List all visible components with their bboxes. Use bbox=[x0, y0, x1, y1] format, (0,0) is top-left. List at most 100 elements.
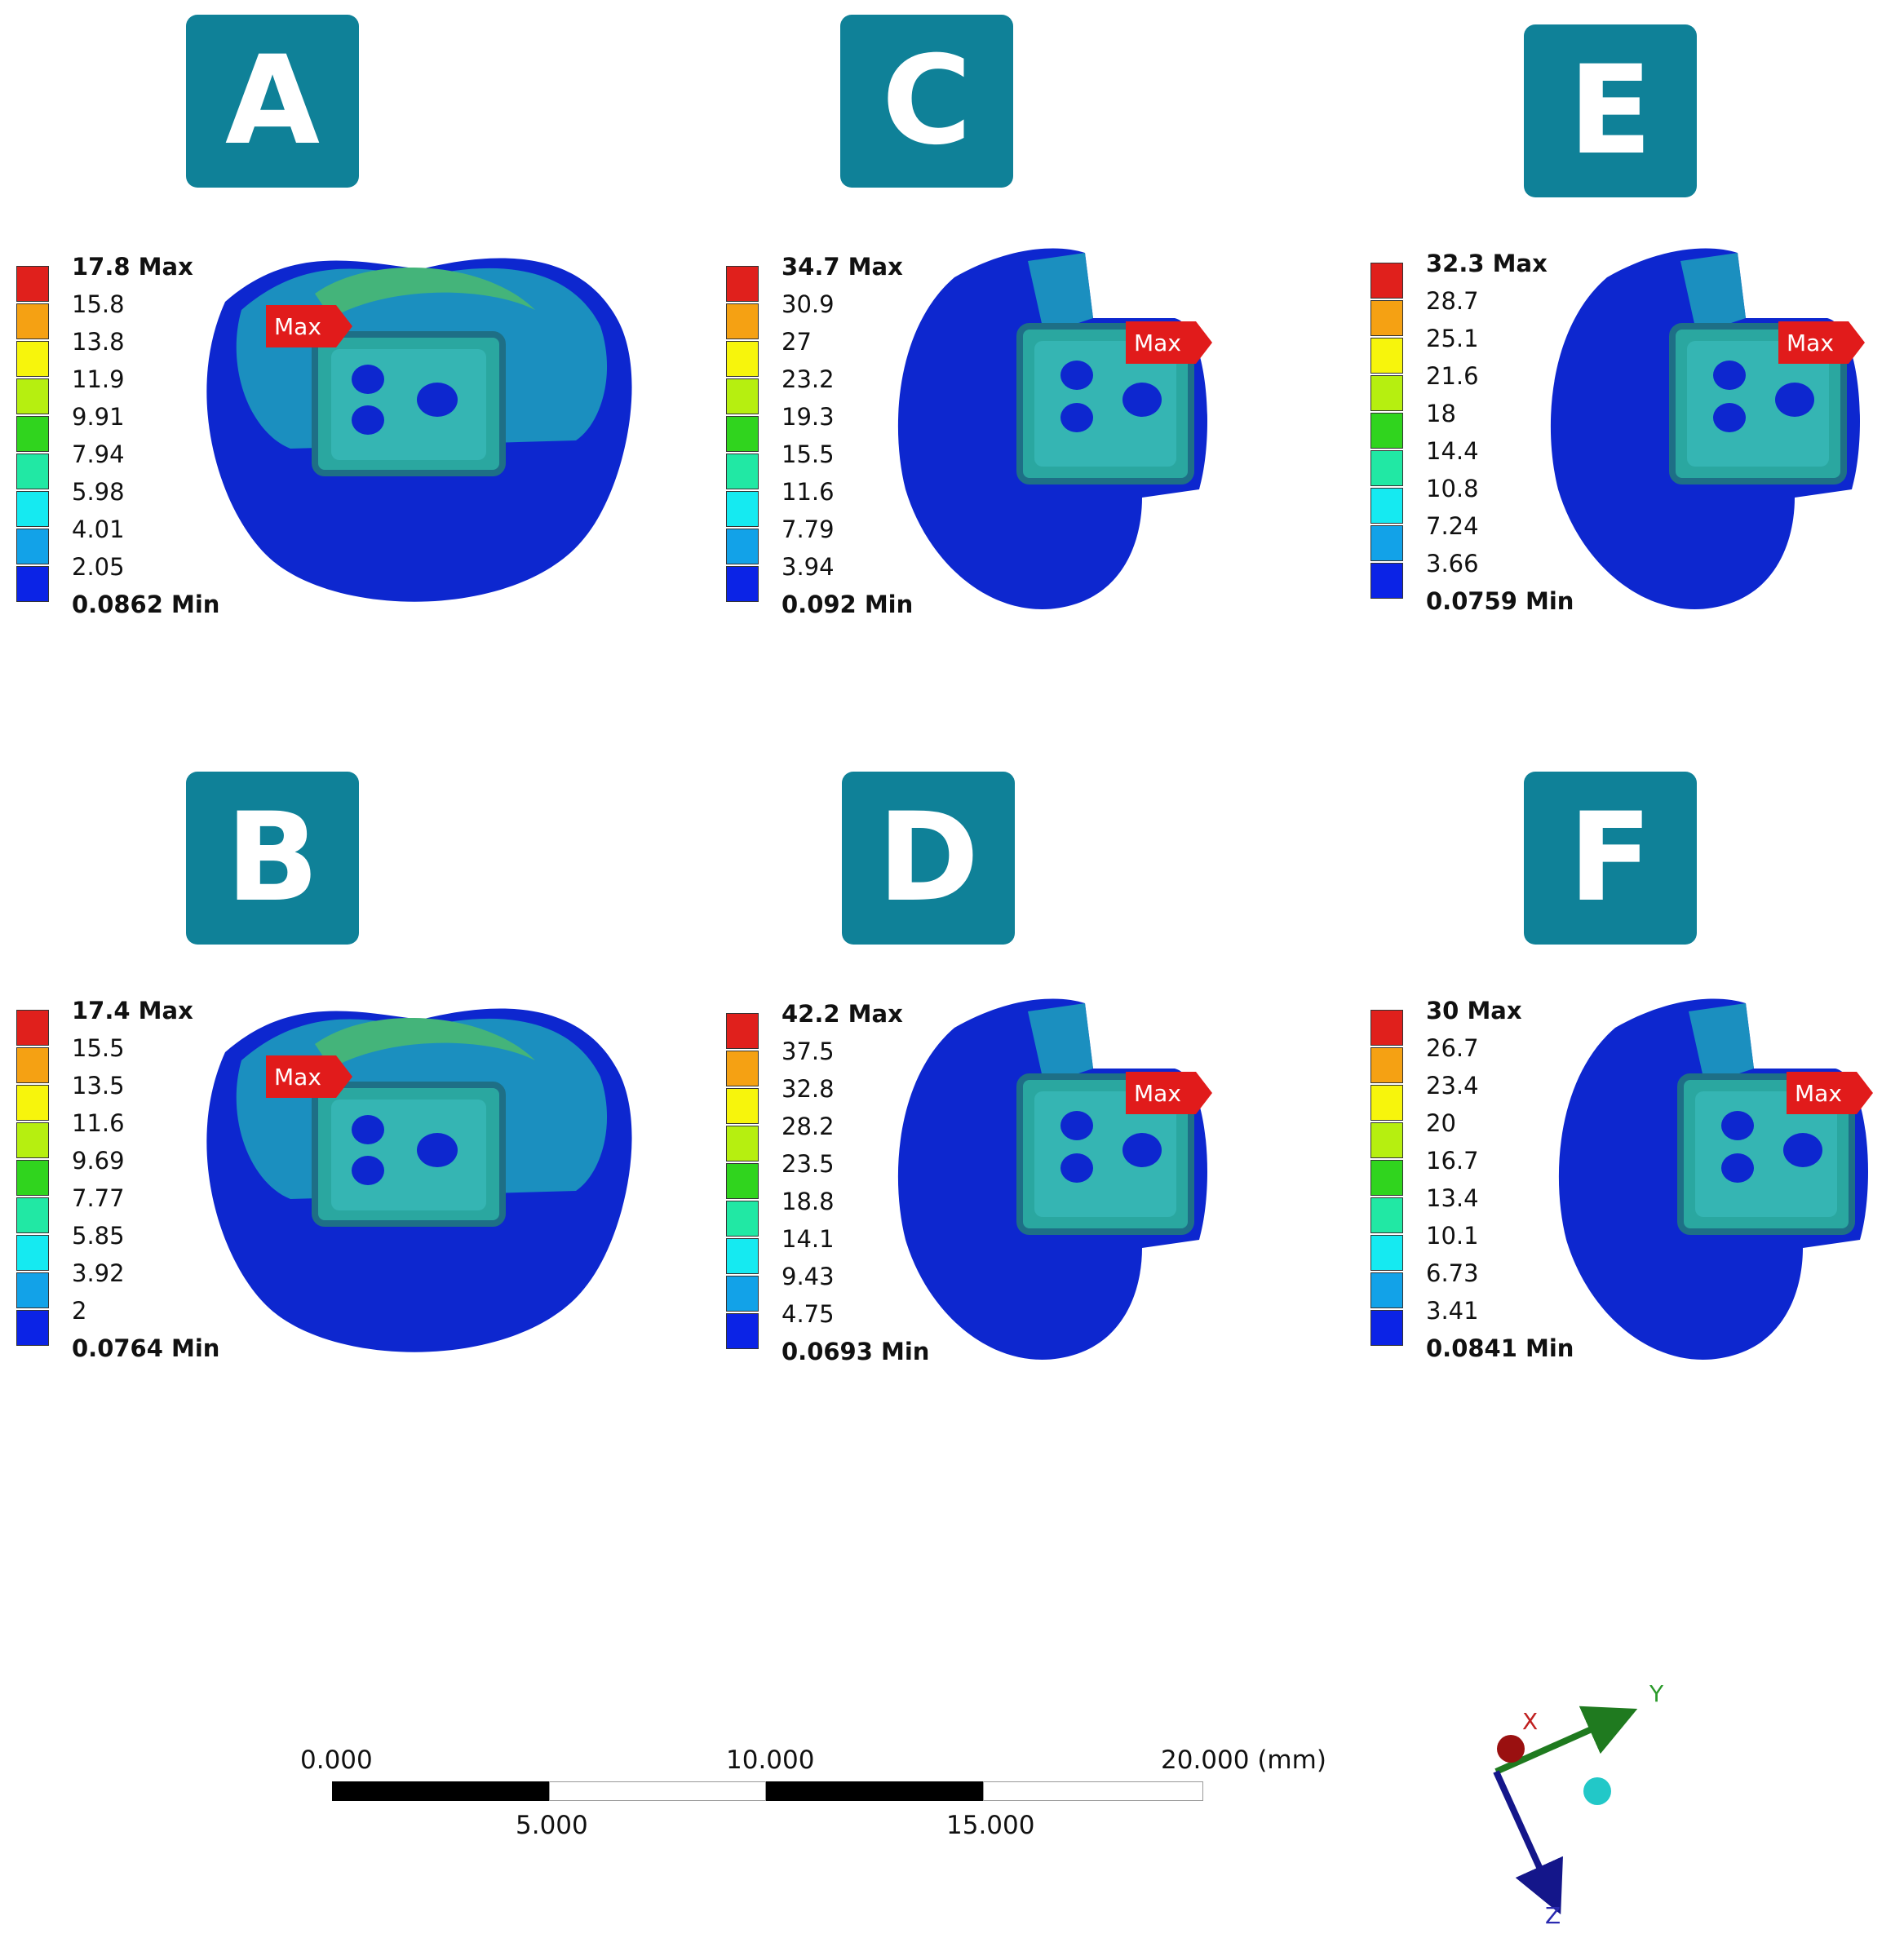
panel-letter-badge: E bbox=[1524, 24, 1697, 197]
legend-tick-label: 5.98 bbox=[72, 478, 125, 506]
legend-tick-label: 26.7 bbox=[1426, 1034, 1479, 1062]
scale-label-15: 15.000 bbox=[946, 1811, 1035, 1840]
colorbar-segment bbox=[1370, 1197, 1403, 1233]
legend-tick-label: 7.79 bbox=[782, 515, 835, 543]
screw-hole bbox=[1775, 383, 1814, 417]
panel-letter-badge: C bbox=[840, 15, 1013, 188]
colorbar-segment bbox=[1370, 1122, 1403, 1158]
screw-hole bbox=[1122, 383, 1162, 417]
colorbar-segment bbox=[1370, 450, 1403, 486]
screw-hole bbox=[1060, 1111, 1093, 1140]
screw-hole bbox=[352, 405, 384, 435]
legend-tick-label: 11.6 bbox=[72, 1109, 125, 1137]
colorbar-segment bbox=[726, 1238, 759, 1274]
stress-model-view: Max bbox=[206, 258, 632, 602]
max-marker-label: Max bbox=[1787, 330, 1834, 356]
legend-tick-label: 16.7 bbox=[1426, 1147, 1479, 1175]
legend-tick-label: 7.94 bbox=[72, 440, 125, 468]
legend-tick-label: 30.9 bbox=[782, 290, 835, 318]
colorbar-segment bbox=[726, 378, 759, 414]
colorbar bbox=[1370, 263, 1403, 600]
colorbar-segment bbox=[726, 1163, 759, 1199]
legend-tick-label: 28.2 bbox=[782, 1113, 835, 1140]
colorbar bbox=[1370, 1010, 1403, 1347]
colorbar-segment bbox=[1370, 1235, 1403, 1271]
max-marker bbox=[1126, 321, 1212, 364]
colorbar-segment bbox=[726, 454, 759, 489]
stress-model-view: Max bbox=[897, 248, 1212, 610]
legend-tick-label: 11.9 bbox=[72, 365, 125, 393]
y-axis-label: Y bbox=[1649, 1680, 1664, 1707]
colorbar-segment bbox=[1370, 1160, 1403, 1196]
stress-model-view: Max bbox=[897, 998, 1212, 1361]
screw-hole bbox=[352, 365, 384, 394]
legend-tick-label: 7.24 bbox=[1426, 512, 1479, 540]
max-marker-label: Max bbox=[1134, 1080, 1181, 1107]
legend-tick-label: 9.91 bbox=[72, 403, 125, 431]
scale-segment-3 bbox=[766, 1781, 983, 1801]
panel-e: E 32.3 Max 28.7 25.1 21.6 18 14.4 10.8 7.24 3.66 0… bbox=[1273, 0, 1893, 636]
colorbar-segment bbox=[16, 529, 49, 564]
x-axis-label: X bbox=[1522, 1708, 1538, 1735]
stress-model-view: Max bbox=[206, 1008, 632, 1352]
legend-tick-label: 15.5 bbox=[782, 440, 835, 468]
colorbar-segment bbox=[726, 1126, 759, 1161]
legend-tick-label: 6.73 bbox=[1426, 1259, 1479, 1287]
legend-tick-label: 21.6 bbox=[1426, 362, 1479, 390]
legend-tick-label: 27 bbox=[782, 328, 812, 356]
colorbar-segment bbox=[1370, 488, 1403, 524]
legend-tick-label: 10.1 bbox=[1426, 1222, 1479, 1250]
legend-tick-label: 23.2 bbox=[782, 365, 835, 393]
colorbar-segment bbox=[726, 266, 759, 302]
abutment-floor bbox=[331, 349, 486, 460]
colorbar bbox=[726, 266, 759, 604]
scale-segment-1 bbox=[332, 1781, 549, 1801]
legend-tick-label: 4.75 bbox=[782, 1300, 835, 1328]
screw-hole bbox=[1713, 403, 1746, 432]
side-wall bbox=[1680, 253, 1746, 334]
legend-min-label: 0.0759 Min bbox=[1426, 587, 1574, 615]
side-wall bbox=[1689, 1003, 1754, 1085]
colorbar-segment bbox=[726, 566, 759, 602]
colorbar-segment bbox=[1370, 1047, 1403, 1083]
z-axis-label: Z bbox=[1545, 1902, 1561, 1929]
colorbar-segment bbox=[1370, 300, 1403, 336]
colorbar-segment bbox=[726, 1013, 759, 1049]
legend-tick-label: 7.77 bbox=[72, 1184, 125, 1212]
stress-model-view: Max bbox=[1558, 998, 1873, 1361]
panel-c: C 34.7 Max 30.9 27 23.2 19.3 15.5 11.6 7.79 3.94 0… bbox=[636, 0, 1256, 636]
legend-tick-label: 2 bbox=[72, 1297, 87, 1325]
legend-tick-label: 28.7 bbox=[1426, 287, 1479, 315]
legend-max-label: 17.4 Max bbox=[72, 997, 193, 1024]
colorbar-segment bbox=[16, 1197, 49, 1233]
screw-hole bbox=[1783, 1133, 1822, 1167]
panel-letter-badge: F bbox=[1524, 772, 1697, 945]
colorbar-segment bbox=[16, 378, 49, 414]
scale-label-20: 20.000 (mm) bbox=[1161, 1746, 1326, 1775]
scale-label-5: 5.000 bbox=[516, 1811, 588, 1840]
colorbar-segment bbox=[16, 1272, 49, 1308]
colorbar-segment bbox=[16, 266, 49, 302]
legend-tick-label: 14.4 bbox=[1426, 437, 1479, 465]
colorbar-segment bbox=[726, 1276, 759, 1312]
max-marker bbox=[266, 1055, 352, 1098]
side-wall bbox=[1028, 253, 1093, 334]
stress-band bbox=[315, 1017, 535, 1069]
legend-max-label: 17.8 Max bbox=[72, 253, 193, 281]
scale-label-0: 0.000 bbox=[300, 1746, 373, 1775]
colorbar-segment bbox=[726, 529, 759, 564]
legend-tick-label: 3.92 bbox=[72, 1259, 125, 1287]
max-marker bbox=[1778, 321, 1865, 364]
legend-tick-label: 9.43 bbox=[782, 1263, 835, 1290]
screw-hole bbox=[1060, 1153, 1093, 1183]
colorbar bbox=[16, 266, 49, 604]
colorbar-segment bbox=[16, 1085, 49, 1121]
colorbar-segment bbox=[1370, 413, 1403, 449]
scale-bar: 0.000 10.000 20.000 (mm) 5.000 15.000 bbox=[0, 1713, 1387, 1843]
screw-hole bbox=[417, 383, 458, 417]
colorbar-segment bbox=[1370, 1310, 1403, 1346]
legend-tick-label: 14.1 bbox=[782, 1225, 835, 1253]
colorbar-segment bbox=[726, 1313, 759, 1349]
colorbar-segment bbox=[1370, 338, 1403, 374]
colorbar-segment bbox=[16, 1310, 49, 1346]
